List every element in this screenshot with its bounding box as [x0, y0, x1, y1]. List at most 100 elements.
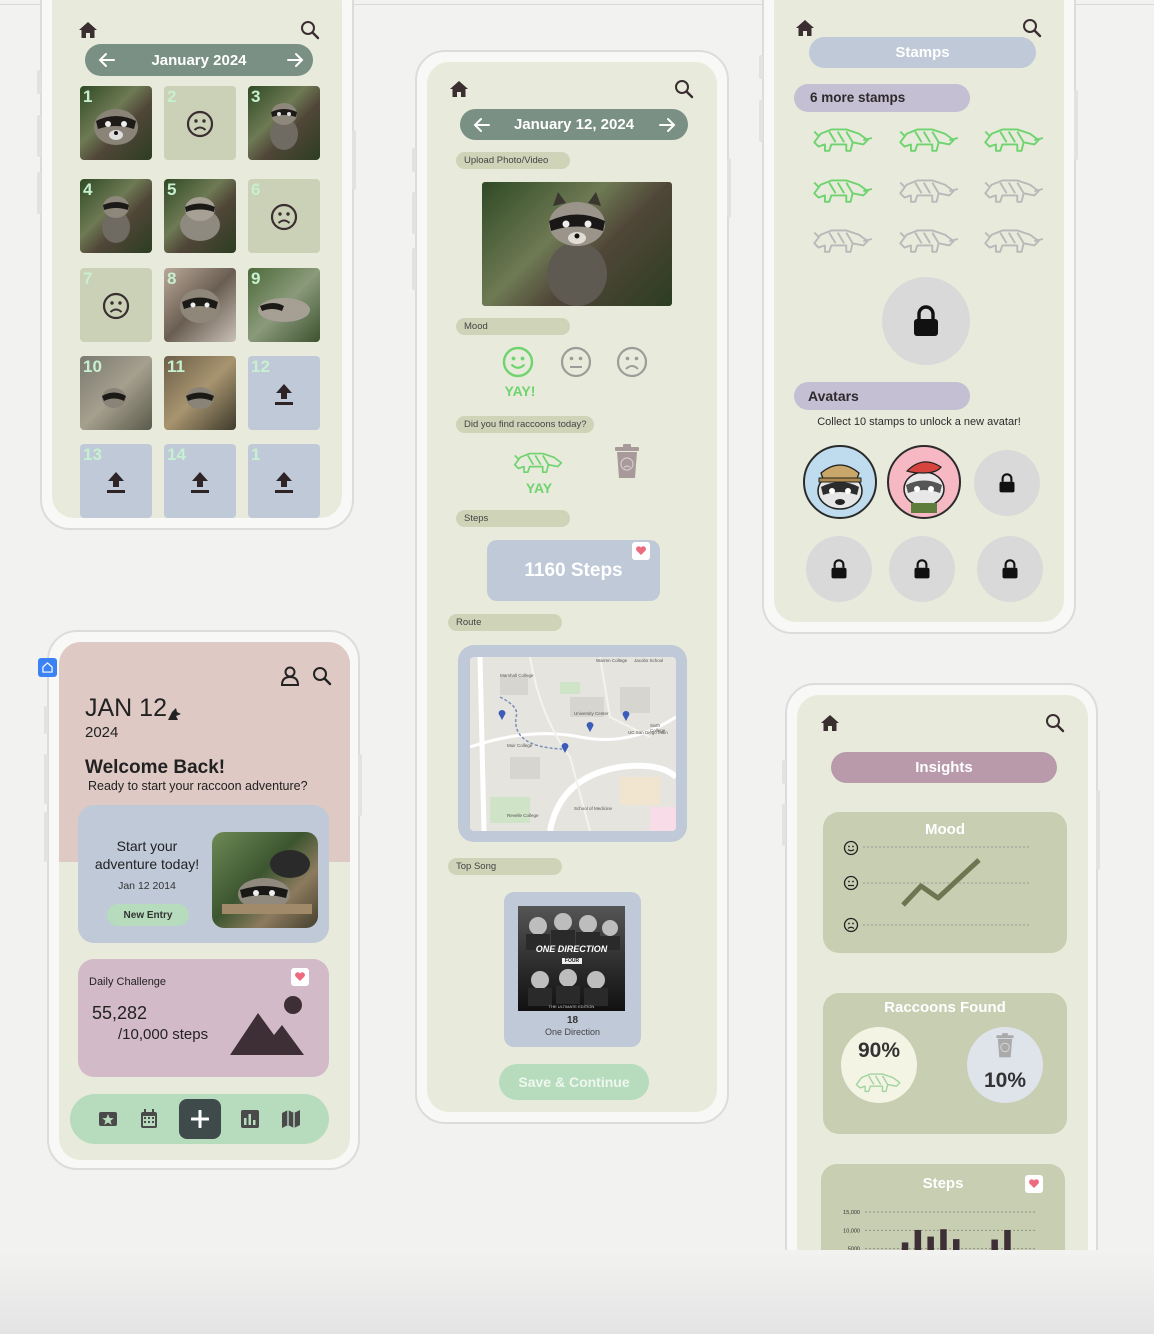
day-cell[interactable]: 7	[80, 268, 152, 342]
raccoon-stamp-icon	[813, 128, 873, 152]
map-pin-icon	[586, 722, 594, 732]
side-button	[352, 130, 356, 190]
stamp-locked[interactable]	[896, 221, 960, 262]
day-cell[interactable]: 4	[80, 179, 152, 253]
raccoon-answer-label: YAY	[525, 480, 553, 496]
raccoons-found-title: Raccoons Found	[884, 999, 1006, 1016]
steps-card[interactable]: 1160 Steps	[487, 540, 660, 601]
raccoons-found-card[interactable]: Raccoons Found 90% 10%	[823, 993, 1067, 1134]
y-tick-label: 15,000	[843, 1210, 860, 1216]
raccoon-found-icon[interactable]	[511, 446, 567, 476]
mood-label: Mood	[456, 318, 570, 335]
stamp-locked[interactable]	[810, 221, 874, 262]
day-cell[interactable]: 5	[164, 179, 236, 253]
search-icon[interactable]	[1045, 713, 1065, 733]
day-cell[interactable]: 2	[164, 86, 236, 160]
map-label: Warren College	[596, 658, 628, 663]
home-year: 2024	[85, 724, 119, 741]
side-button	[782, 760, 786, 784]
day-cell[interactable]: 14	[164, 444, 236, 518]
prev-day-arrow-icon[interactable]	[473, 117, 491, 133]
home-icon[interactable]	[820, 714, 840, 732]
locked-stamp-circle[interactable]	[882, 277, 970, 365]
challenge-value: 55,282	[92, 1003, 148, 1023]
bar-chart-icon[interactable]	[241, 1110, 259, 1128]
day-cell[interactable]: 3	[248, 86, 320, 160]
entry-screen: January 12, 2024 Upload Photo/Video Mood…	[427, 62, 717, 1112]
prev-month-arrow-icon[interactable]	[98, 52, 116, 68]
home-outline-icon	[42, 662, 53, 673]
steps-value: 1160 Steps	[524, 559, 623, 581]
stamp-locked[interactable]	[981, 221, 1045, 262]
route-map[interactable]: Warren College Jacobs School Marshall Co…	[470, 657, 676, 831]
stamp-star-icon[interactable]	[98, 1110, 118, 1128]
map-icon[interactable]	[281, 1109, 301, 1129]
day-cell[interactable]: 9	[248, 268, 320, 342]
home-icon[interactable]	[78, 21, 98, 39]
map-pin-icon	[561, 743, 569, 753]
raccoon-photo	[180, 289, 220, 324]
day-cell[interactable]: 13	[80, 444, 152, 518]
adventure-photo	[212, 832, 318, 928]
locked-avatar[interactable]	[977, 536, 1043, 602]
avatar-artist[interactable]	[887, 445, 961, 519]
map-pin-icon	[498, 710, 506, 720]
day-cell[interactable]: 1	[248, 444, 320, 518]
day-number: 12	[251, 357, 270, 376]
top-song-card[interactable]: ONE DIRECTION FOUR THE ULTIMATE EDITION …	[504, 892, 641, 1047]
route-map-card[interactable]: Warren College Jacobs School Marshall Co…	[458, 645, 687, 842]
happy-face-icon[interactable]	[502, 346, 534, 378]
band-silhouettes	[526, 913, 620, 1006]
plus-icon	[191, 1110, 209, 1128]
upload-label: Upload Photo/Video	[456, 152, 570, 169]
search-icon[interactable]	[674, 79, 694, 99]
adventure-card[interactable]: Start your adventure today! Jan 12 2014 …	[78, 805, 329, 943]
side-button	[727, 158, 731, 218]
sad-face-icon[interactable]	[616, 346, 648, 378]
steps-label: Steps	[456, 510, 570, 527]
stamp-earned[interactable]	[896, 120, 960, 161]
raccoon-photo	[102, 388, 126, 409]
neutral-face-icon[interactable]	[560, 346, 592, 378]
day-cell[interactable]: 11	[164, 356, 236, 430]
next-month-arrow-icon[interactable]	[286, 52, 304, 68]
mood-chart-card[interactable]: Mood	[823, 812, 1067, 953]
day-cell[interactable]: 12	[248, 356, 320, 430]
calendar-icon[interactable]	[140, 1109, 158, 1129]
stamp-earned[interactable]	[810, 171, 874, 212]
day-number: 1	[251, 445, 261, 464]
search-icon[interactable]	[300, 20, 320, 40]
locked-avatar[interactable]	[974, 450, 1040, 516]
home-icon[interactable]	[795, 19, 815, 37]
day-cell[interactable]: 8	[164, 268, 236, 342]
raccoon-stamp-icon	[855, 1073, 901, 1093]
day-cell[interactable]: 6	[248, 179, 320, 253]
raccoon-photo	[222, 850, 312, 914]
profile-icon[interactable]	[280, 666, 300, 686]
day-number: 14	[167, 445, 186, 464]
upload-icon	[275, 384, 293, 406]
add-entry-button[interactable]	[179, 1099, 221, 1139]
trash-sad-icon[interactable]	[613, 444, 641, 480]
save-continue-button[interactable]: Save & Continue	[499, 1064, 649, 1100]
new-entry-button[interactable]: New Entry	[107, 904, 189, 926]
day-cell[interactable]: 1	[80, 86, 152, 160]
uploaded-raccoon-photo[interactable]	[482, 182, 672, 306]
locked-avatar[interactable]	[806, 536, 872, 602]
map-label: School of Medicine	[574, 806, 613, 811]
search-icon[interactable]	[312, 666, 332, 686]
search-icon[interactable]	[1022, 18, 1042, 38]
stamp-locked[interactable]	[896, 171, 960, 212]
day-cell[interactable]: 10	[80, 356, 152, 430]
stamp-earned[interactable]	[981, 120, 1045, 161]
home-icon[interactable]	[449, 80, 469, 98]
home-screen: JAN 12 2024 Welcome Back! Ready to start…	[59, 642, 350, 1160]
daily-challenge-card[interactable]: Daily Challenge 55,282 /10,000 steps	[78, 959, 329, 1077]
stamp-locked[interactable]	[981, 171, 1045, 212]
stamp-earned[interactable]	[810, 120, 874, 161]
map-label: Jacobs School	[634, 658, 664, 663]
avatar-explorer[interactable]	[803, 445, 877, 519]
locked-avatar[interactable]	[889, 536, 955, 602]
next-day-arrow-icon[interactable]	[658, 117, 676, 133]
more-stamps-label: 6 more stamps	[794, 84, 970, 112]
